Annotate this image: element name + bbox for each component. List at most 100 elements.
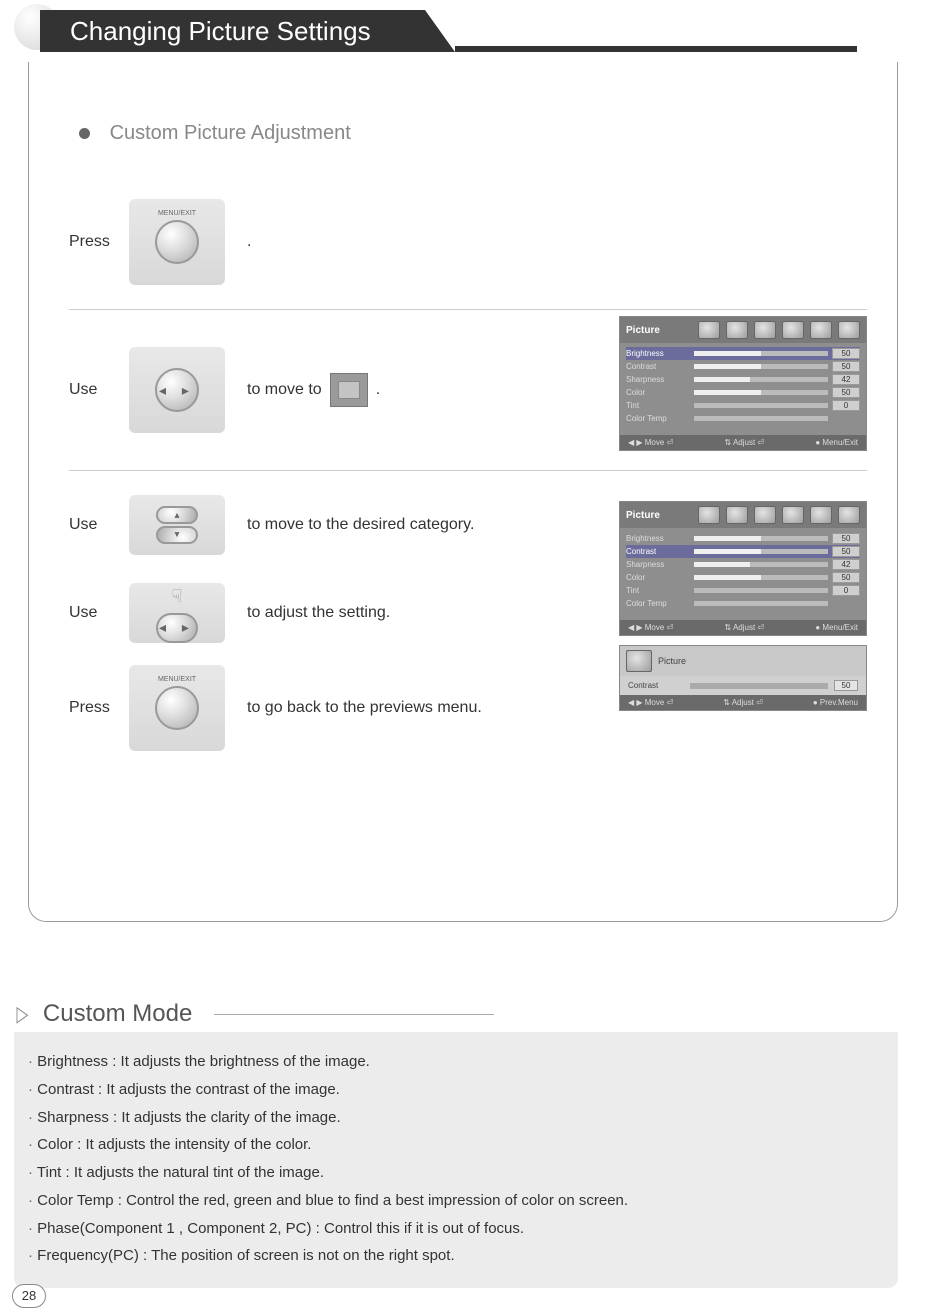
header-line [214, 1014, 494, 1015]
osd2-foot-c: ● Menu/Exit [815, 623, 858, 632]
osd3-title: Picture [658, 656, 686, 666]
button-graphic-box [129, 495, 225, 555]
osd-row-value: 50 [832, 572, 860, 583]
step-1-text: . [247, 233, 251, 251]
osd1-title: Picture [626, 325, 660, 336]
custom-mode-item: Frequency(PC) : The position of screen i… [28, 1242, 884, 1270]
osd-row-name: Sharpness [626, 560, 690, 569]
osd-row-bar [694, 390, 828, 395]
subsection-title-text: Custom Picture Adjustment [110, 122, 351, 144]
step-3b-text: to adjust the setting. [247, 604, 390, 622]
osd-row-name: Color [626, 388, 690, 397]
osd-row-name: Brightness [626, 349, 690, 358]
osd-row-value: 0 [832, 400, 860, 411]
step-4-text: to go back to the previews menu. [247, 699, 482, 717]
hand-pointer-icon: ☟ [172, 586, 183, 607]
chevron-icon: ▷ [17, 1001, 29, 1027]
osd-row-name: Color [626, 573, 690, 582]
osd-row-bar [694, 403, 828, 408]
osd-tab-icon [626, 650, 652, 672]
osd-row-bar [694, 562, 828, 567]
osd2-footer: ◀ ▶ Move ⏎ ⇅ Adjust ⏎ ● Menu/Exit [620, 620, 866, 635]
button-graphic-box: ☟ [129, 583, 225, 643]
menu-exit-button-icon: MENU/EXIT [155, 220, 199, 264]
osd2-foot-a: ◀ ▶ Move ⏎ [628, 623, 673, 632]
up-down-button-icon [156, 506, 198, 544]
custom-mode-item: Color : It adjusts the intensity of the … [28, 1131, 884, 1159]
menu-exit-button-icon: MENU/EXIT [155, 686, 199, 730]
osd-row-bar-fill [694, 562, 750, 567]
osd3-foot-b: ⇅ Adjust ⏎ [723, 698, 763, 707]
osd-row: Tint0 [626, 584, 860, 597]
custom-mode-header: ▷ Custom Mode [14, 1000, 898, 1028]
osd-tab-icon [726, 321, 748, 339]
osd3-top: Picture [620, 646, 866, 676]
osd-row-value: 50 [832, 361, 860, 372]
step-2-after: . [376, 381, 380, 399]
osd3-footer: ◀ ▶ Move ⏎ ⇅ Adjust ⏎ ● Prev.Menu [620, 695, 866, 710]
header-slant [425, 10, 455, 52]
osd-row: Contrast50 [626, 545, 860, 558]
osd-row-value: 50 [832, 348, 860, 359]
step-3: Use to move to the desired category. Use… [69, 481, 867, 631]
step-1-suffix: . [247, 233, 251, 251]
osd-row-bar-fill [694, 536, 761, 541]
step-1-label: Press [69, 233, 129, 251]
osd-row: Tint 0 [626, 399, 860, 412]
menu-exit-label: MENU/EXIT [158, 676, 196, 683]
osd-row: Sharpness42 [626, 373, 860, 386]
osd-screenshot-2: Picture Brightness50Contrast50Sharpness4… [619, 501, 867, 636]
osd-row: Color Temp [626, 597, 860, 610]
osd-row-name: Color Temp [626, 599, 690, 608]
page-header: Changing Picture Settings [0, 10, 932, 58]
osd-row-bar [694, 575, 828, 580]
osd-row-bar-fill [694, 390, 761, 395]
osd-row-name: Tint [626, 401, 690, 410]
osd2-body: Brightness50Contrast50Sharpness42Color50… [620, 528, 866, 620]
picture-menu-icon [330, 373, 368, 407]
osd-row-value: 50 [832, 533, 860, 544]
step-4-label: Press [69, 699, 129, 717]
step-4: Press MENU/EXIT to go back to the previe… [69, 651, 867, 765]
osd-row-bar-fill [694, 377, 750, 382]
divider [69, 470, 867, 471]
osd-row: Contrast50 [626, 360, 860, 373]
custom-mode-item: Brightness : It adjusts the brightness o… [28, 1048, 884, 1076]
osd3-row-name: Contrast [628, 681, 684, 690]
page-title: Changing Picture Settings [40, 10, 425, 52]
osd1-foot-c: ● Menu/Exit [815, 438, 858, 447]
osd3-foot-c: ● Prev.Menu [813, 698, 858, 707]
osd-row-name: Brightness [626, 534, 690, 543]
osd-row-bar-fill [694, 364, 761, 369]
bullet-icon [79, 128, 90, 139]
osd-tab-icon [810, 321, 832, 339]
osd2-header: Picture [620, 502, 866, 528]
osd-tab-icon [726, 506, 748, 524]
osd-row: Sharpness42 [626, 558, 860, 571]
osd-tab-icon [810, 506, 832, 524]
osd-row-bar [694, 377, 828, 382]
osd-tab-icon [698, 506, 720, 524]
osd-row-value: 42 [832, 374, 860, 385]
left-right-button-icon [155, 368, 199, 412]
step-2-before: to move to [247, 381, 322, 399]
osd3-bar [690, 683, 828, 689]
osd2-foot-b: ⇅ Adjust ⏎ [724, 623, 764, 632]
osd3-row: Contrast 50 [620, 676, 866, 695]
osd-tab-icon [698, 321, 720, 339]
custom-mode-item: Color Temp : Control the red, green and … [28, 1187, 884, 1215]
custom-mode-item: Phase(Component 1 , Component 2, PC) : C… [28, 1215, 884, 1243]
step-3a-label: Use [69, 516, 129, 534]
osd-row: Brightness 50 [626, 347, 860, 360]
step-2-label: Use [69, 381, 129, 399]
osd-row-bar-fill [694, 351, 761, 356]
page-number: 28 [12, 1284, 46, 1308]
menu-exit-label: MENU/EXIT [158, 210, 196, 217]
osd-row-name: Contrast [626, 547, 690, 556]
osd-row: Color Temp [626, 412, 860, 425]
divider [69, 309, 867, 310]
osd-tab-icon [754, 321, 776, 339]
osd3-foot-a: ◀ ▶ Move ⏎ [628, 698, 673, 707]
button-graphic-box: MENU/EXIT [129, 199, 225, 285]
osd-row: Brightness 50 [626, 532, 860, 545]
